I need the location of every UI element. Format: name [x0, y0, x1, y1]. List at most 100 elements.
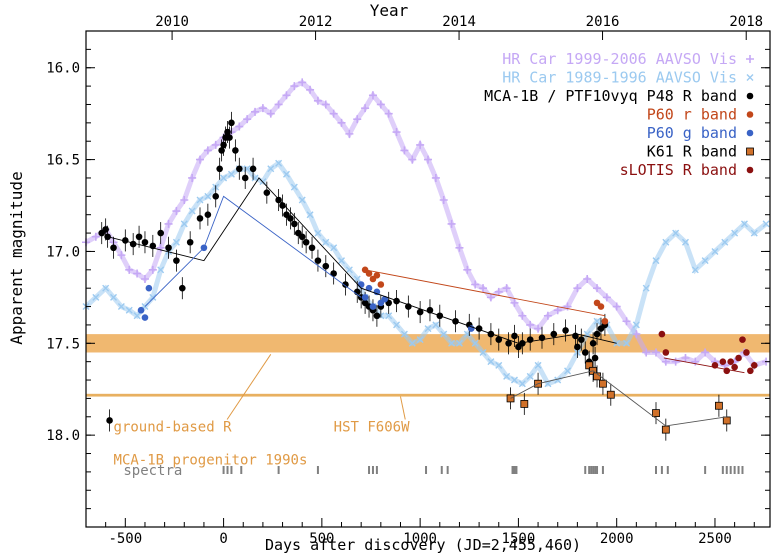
data-point-hr-car-1989-1996-aavso-vis [534, 361, 542, 369]
data-point-hr-car-1999-2006-aavso-vis [553, 306, 562, 315]
data-point-p60-g-band [365, 284, 373, 292]
data-point-hr-car-1989-1996-aavso-vis [455, 339, 463, 347]
data-point-mca-1b-ptf10vyq-p48-r-band [298, 233, 306, 241]
top-tick-label: 2012 [299, 14, 333, 30]
data-point-hr-car-1989-1996-aavso-vis [110, 293, 118, 301]
data-point-hr-car-1989-1996-aavso-vis [691, 266, 699, 274]
data-point-hr-car-1989-1996-aavso-vis [204, 192, 212, 200]
data-point-hr-car-1989-1996-aavso-vis [290, 183, 298, 191]
data-point-slotis-r-band [658, 330, 666, 338]
data-point-hr-car-1999-2006-aavso-vis [534, 324, 543, 333]
data-point-mca-1b-ptf10vyq-p48-r-band [578, 336, 585, 343]
connecting-line-1 [144, 195, 362, 307]
data-point-k61-r-band [585, 361, 594, 370]
data-point-hr-car-1989-1996-aavso-vis [393, 321, 401, 329]
data-point-mca-1b-ptf10vyq-p48-r-band [562, 327, 569, 334]
legend-label-p60-r-band: P60 r band [647, 106, 737, 124]
data-point-slotis-r-band [662, 349, 670, 356]
data-point-hr-car-1989-1996-aavso-vis [642, 284, 650, 292]
data-point-hr-car-1999-2006-aavso-vis [408, 155, 417, 164]
data-point-mca-1b-ptf10vyq-p48-r-band [218, 147, 225, 154]
data-point-hr-car-1999-2006-aavso-vis [148, 265, 157, 274]
data-point-mca-1b-ptf10vyq-p48-r-band [287, 215, 294, 222]
data-point-hr-car-1999-2006-aavso-vis [117, 251, 126, 260]
series-hr-car-1989-1996-aavso-vis [82, 159, 770, 388]
data-point-k61-r-band [661, 425, 670, 434]
data-point-hr-car-1999-2006-aavso-vis [416, 140, 425, 149]
data-point-hr-car-1989-1996-aavso-vis [487, 358, 495, 366]
data-point-p60-g-band [137, 306, 145, 314]
data-point-hr-car-1999-2006-aavso-vis [337, 118, 346, 127]
y-tick-label: 18.0 [46, 428, 80, 444]
data-point-hr-car-1999-2006-aavso-vis [133, 269, 142, 278]
data-point-hr-car-1989-1996-aavso-vis [330, 244, 338, 252]
data-point-hr-car-1989-1996-aavso-vis [314, 229, 322, 237]
data-point-hr-car-1999-2006-aavso-vis [400, 146, 409, 155]
data-point-mca-1b-ptf10vyq-p48-r-band [135, 233, 143, 241]
data-point-hr-car-1999-2006-aavso-vis [140, 275, 149, 283]
data-point-hr-car-1989-1996-aavso-vis [157, 266, 165, 274]
data-point-hr-car-1999-2006-aavso-vis [274, 100, 283, 109]
data-point-hr-car-1989-1996-aavso-vis [662, 238, 670, 246]
data-point-mca-1b-ptf10vyq-p48-r-band [249, 165, 257, 173]
series-slotis-r-band [658, 330, 758, 375]
data-point-p60-g-band [357, 281, 365, 288]
data-point-hr-car-1999-2006-aavso-vis [479, 284, 488, 293]
data-point-mca-1b-ptf10vyq-p48-r-band [519, 339, 526, 347]
data-point-hr-car-1989-1996-aavso-vis [345, 266, 353, 274]
data-point-hr-car-1989-1996-aavso-vis [471, 339, 479, 347]
data-point-hr-car-1989-1996-aavso-vis [282, 170, 290, 178]
data-point-hr-car-1999-2006-aavso-vis [376, 100, 385, 109]
data-point-hr-car-1999-2006-aavso-vis [439, 196, 448, 205]
data-point-hr-car-1989-1996-aavso-vis [196, 196, 204, 204]
x-tick-label: 2000 [600, 531, 634, 547]
data-point-slotis-r-band [743, 349, 750, 356]
data-point-hr-car-1999-2006-aavso-vis [368, 91, 377, 100]
data-point-k61-r-band [714, 401, 723, 410]
band-annotations: ground-based R HST F606W MCA-1B progenitor… [114, 354, 410, 469]
data-point-mca-1b-ptf10vyq-p48-r-band [241, 174, 249, 182]
data-point-mca-1b-ptf10vyq-p48-r-band [275, 196, 282, 204]
data-point-hr-car-1989-1996-aavso-vis [353, 275, 361, 283]
legend-label-hr-car-1999-2006-aavso-vis: HR Car 1999-2006 AAVSO Vis [502, 50, 737, 68]
data-point-hr-car-1989-1996-aavso-vis [338, 257, 346, 265]
legend-marker-p60-g-band [746, 129, 754, 137]
data-point-mca-1b-ptf10vyq-p48-r-band [593, 330, 601, 338]
spectra-epochs: spectra [123, 463, 744, 479]
data-point-hr-car-1989-1996-aavso-vis [701, 257, 709, 265]
data-point-hr-car-1999-2006-aavso-vis [671, 357, 680, 366]
data-point-hr-car-1999-2006-aavso-vis [313, 96, 322, 105]
data-point-hr-car-1999-2006-aavso-vis [622, 317, 631, 326]
data-point-hr-car-1999-2006-aavso-vis [156, 243, 165, 252]
data-point-hr-car-1999-2006-aavso-vis [211, 140, 220, 149]
data-point-p60-g-band [381, 295, 389, 303]
data-point-mca-1b-ptf10vyq-p48-r-band [308, 244, 316, 252]
data-point-mca-1b-ptf10vyq-p48-r-band [574, 343, 581, 351]
data-point-slotis-r-band [723, 367, 731, 375]
data-point-mca-1b-ptf10vyq-p48-r-band [122, 237, 129, 244]
x-tick-label: 500 [309, 531, 334, 547]
data-point-slotis-r-band [735, 354, 742, 362]
data-point-hr-car-1989-1996-aavso-vis [623, 339, 631, 347]
data-point-p60-r-band [373, 272, 381, 279]
annotation-mca-1b-progenitor-1990s: MCA-1B progenitor 1990s [114, 453, 308, 469]
connecting-line-2 [365, 269, 605, 317]
magnitude-bands [86, 334, 770, 397]
data-point-hr-car-1999-2006-aavso-vis [573, 284, 582, 293]
data-point-hr-car-1989-1996-aavso-vis [479, 348, 487, 356]
data-point-hr-car-1999-2006-aavso-vis [526, 320, 535, 329]
data-point-hr-car-1989-1996-aavso-vis [424, 325, 432, 333]
data-point-hr-car-1989-1996-aavso-vis [731, 229, 739, 237]
data-point-hr-car-1989-1996-aavso-vis [711, 247, 719, 255]
data-point-hr-car-1999-2006-aavso-vis [203, 146, 212, 155]
legend-label-k61-r-band: K61 R band [647, 143, 737, 161]
series-p60-r-band [361, 266, 609, 325]
data-point-hr-car-1989-1996-aavso-vis [408, 339, 416, 347]
spectra-label: spectra [123, 463, 182, 479]
data-point-hr-car-1999-2006-aavso-vis [353, 115, 362, 124]
data-point-hr-car-1989-1996-aavso-vis [593, 317, 601, 325]
data-point-hr-car-1989-1996-aavso-vis [306, 211, 314, 219]
data-point-mca-1b-ptf10vyq-p48-r-band [165, 244, 172, 252]
annotation-pointer-hst-f606w [399, 396, 406, 420]
